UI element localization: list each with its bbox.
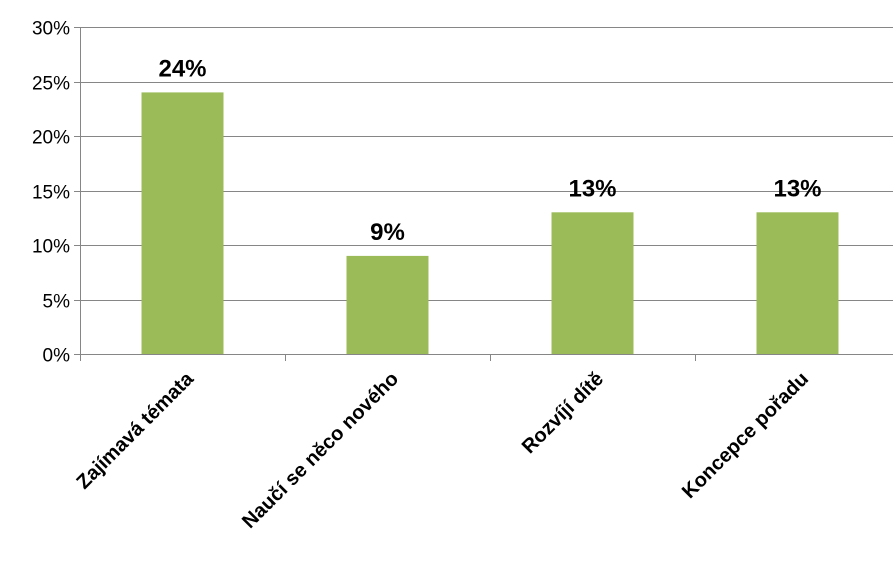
data-label: 13% — [773, 175, 821, 202]
y-tick-label: 5% — [43, 292, 71, 313]
bar — [346, 255, 429, 354]
data-label: 24% — [158, 55, 206, 82]
data-label: 9% — [370, 219, 405, 246]
y-tick-label: 30% — [32, 19, 70, 40]
y-tick-label: 20% — [32, 128, 70, 149]
bar — [756, 212, 839, 354]
y-tick-label: 10% — [32, 237, 70, 258]
category-label: Naučí se něco nového — [238, 368, 403, 533]
y-tick-label: 0% — [43, 346, 71, 367]
category-label: Rozvíjí dítě — [518, 368, 608, 458]
bar — [551, 212, 634, 354]
y-tick-label: 25% — [32, 74, 70, 95]
data-label: 13% — [568, 175, 616, 202]
bars — [141, 92, 839, 355]
axes — [74, 27, 893, 361]
bar — [141, 92, 224, 355]
category-label: Koncepce pořadu — [678, 368, 813, 503]
y-tick-label: 15% — [32, 183, 70, 204]
category-label: Zajímavá témata — [72, 367, 198, 493]
